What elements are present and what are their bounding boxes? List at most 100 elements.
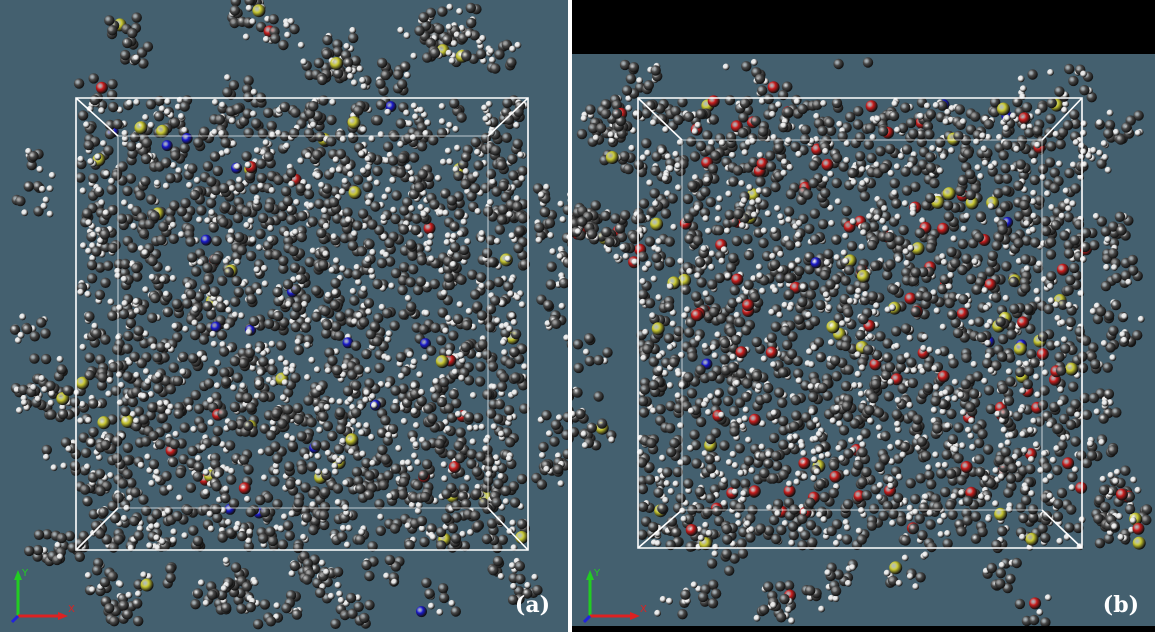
hydrogen-atom (14, 337, 22, 344)
carbon-atom (227, 420, 238, 431)
hydrogen-atom (59, 403, 67, 411)
carbon-atom (416, 141, 428, 152)
carbon-atom (855, 158, 867, 169)
hydrogen-atom (1044, 190, 1051, 198)
carbon-atom (370, 201, 381, 212)
carbon-atom (755, 523, 766, 534)
hydrogen-atom (336, 398, 344, 406)
carbon-atom (192, 588, 204, 599)
carbon-atom (721, 523, 732, 535)
hydrogen-atom (341, 177, 349, 185)
carbon-atom (60, 437, 72, 448)
carbon-atom (882, 269, 893, 281)
hydrogen-atom (147, 391, 155, 398)
hydrogen-atom (1059, 319, 1066, 326)
carbon-atom (202, 262, 213, 273)
hydrogen-atom (828, 219, 835, 227)
carbon-atom (430, 322, 441, 333)
hydrogen-atom (538, 191, 545, 199)
hydrogen-atom (195, 454, 202, 462)
carbon-atom (220, 137, 231, 148)
hydrogen-atom (365, 163, 372, 171)
carbon-atom (249, 184, 260, 195)
hydrogen-atom (711, 352, 719, 360)
carbon-atom (736, 368, 747, 379)
carbon-atom (725, 262, 737, 273)
hydrogen-atom (685, 487, 692, 494)
carbon-atom (74, 551, 86, 562)
hydrogen-atom (445, 23, 453, 31)
hydrogen-atom (154, 371, 162, 379)
carbon-atom (1065, 274, 1076, 286)
carbon-atom (437, 583, 449, 594)
carbon-atom (884, 143, 896, 155)
hydrogen-atom (744, 520, 751, 527)
carbon-atom (272, 286, 283, 298)
hydrogen-atom (774, 510, 782, 517)
hydrogen-atom (108, 177, 115, 185)
carbon-atom (290, 321, 301, 333)
carbon-atom (112, 435, 123, 446)
hydrogen-atom (77, 155, 85, 163)
carbon-atom (775, 273, 786, 284)
hydrogen-atom (930, 289, 938, 296)
hydrogen-atom (384, 336, 392, 343)
carbon-atom (790, 395, 801, 406)
carbon-atom (809, 208, 820, 219)
carbon-atom (147, 255, 158, 267)
carbon-atom (129, 515, 140, 527)
carbon-atom (159, 352, 170, 363)
hydrogen-atom (48, 390, 56, 397)
carbon-atom (145, 99, 157, 110)
carbon-atom (424, 588, 435, 599)
carbon-atom (641, 108, 652, 119)
hydrogen-atom (492, 454, 500, 461)
hydrogen-atom (672, 150, 680, 158)
carbon-atom (510, 328, 522, 340)
carbon-atom (985, 403, 997, 415)
hydrogen-atom (859, 441, 867, 448)
sulfur-atom (156, 124, 170, 138)
carbon-atom (831, 177, 842, 189)
carbon-atom (449, 242, 461, 253)
hydrogen-atom (288, 510, 296, 518)
hydrogen-atom (323, 568, 330, 576)
sulfur-atom (1025, 532, 1039, 546)
hydrogen-atom (260, 349, 267, 357)
carbon-atom (638, 407, 650, 418)
carbon-atom (232, 372, 243, 383)
carbon-atom (738, 112, 749, 123)
hydrogen-atom (482, 115, 490, 123)
hydrogen-atom (219, 441, 227, 448)
carbon-atom (861, 490, 872, 501)
carbon-atom (195, 322, 207, 334)
hydrogen-atom (439, 158, 447, 166)
hydrogen-atom (478, 282, 486, 290)
carbon-atom (182, 504, 193, 516)
carbon-atom (146, 194, 157, 205)
carbon-atom (42, 529, 53, 540)
hydrogen-atom (421, 354, 429, 361)
hydrogen-atom (1015, 360, 1023, 367)
hydrogen-atom (427, 602, 435, 610)
carbon-atom (763, 382, 774, 394)
hydrogen-atom (939, 408, 947, 416)
hydrogen-atom (39, 185, 46, 193)
hydrogen-atom (283, 230, 291, 238)
carbon-atom (190, 389, 201, 401)
carbon-atom (313, 57, 325, 69)
carbon-atom (167, 456, 179, 468)
carbon-atom (889, 178, 900, 189)
carbon-atom (538, 441, 549, 453)
carbon-atom (308, 524, 319, 536)
hydrogen-atom (144, 378, 152, 385)
carbon-atom (961, 253, 972, 264)
carbon-atom (418, 469, 429, 481)
carbon-atom (18, 384, 29, 395)
hydrogen-atom (40, 202, 48, 210)
carbon-atom (512, 138, 523, 149)
carbon-atom (897, 383, 908, 394)
hydrogen-atom (805, 311, 812, 319)
hydrogen-atom (780, 122, 788, 129)
carbon-atom (490, 63, 501, 74)
